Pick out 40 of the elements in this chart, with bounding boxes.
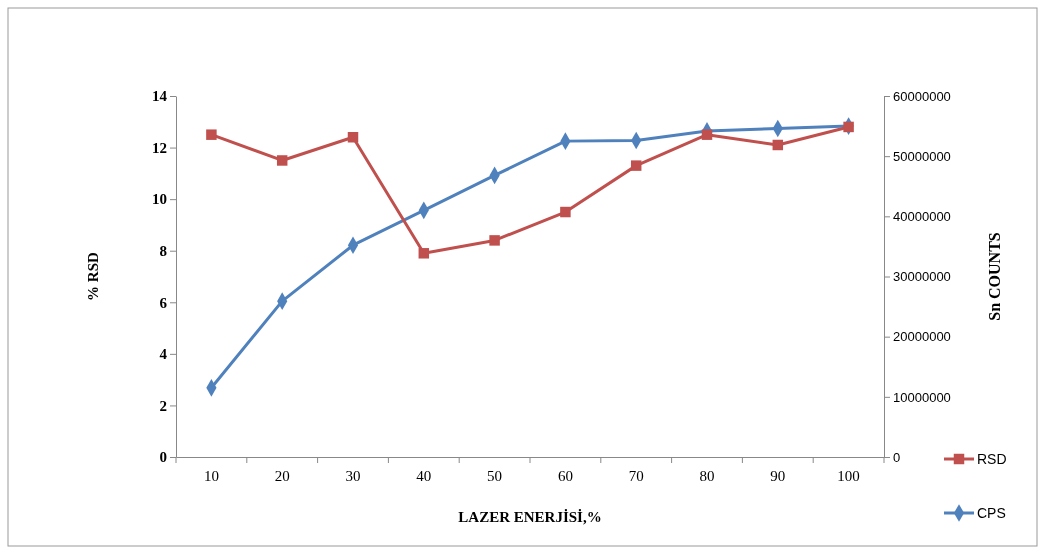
y2-tick-label: 30000000 (893, 269, 951, 285)
point (843, 121, 854, 133)
point (206, 129, 217, 140)
y-tick-label: 12 (152, 139, 167, 156)
point (489, 235, 500, 246)
y-tick-label: 6 (159, 294, 168, 311)
y2-tick-label: 0 (893, 449, 901, 465)
y2-axis-title: Sn COUNTS (986, 232, 1003, 321)
x-tick-label: 70 (628, 468, 644, 484)
y-tick-label: 0 (159, 449, 167, 466)
y2-tick-label: 50000000 (893, 148, 951, 164)
x-tick-label: 90 (770, 468, 786, 484)
y2-tick-label: 10000000 (893, 389, 951, 405)
y-tick-label: 10 (152, 191, 167, 208)
y-tick-label: 8 (159, 243, 167, 260)
point (418, 248, 430, 259)
y2-tick-label: 60000000 (893, 88, 951, 104)
y2-tick-label: 40000000 (893, 208, 951, 224)
x-tick-label: 10 (203, 468, 219, 484)
point (701, 129, 713, 140)
y-tick-label: 4 (159, 346, 168, 363)
y-axis-title: % RSD (85, 251, 101, 301)
point (347, 132, 359, 143)
x-axis-title: LAZER ENERJİSİ,% (458, 509, 602, 525)
point (630, 160, 642, 171)
x-tick-label: 30 (345, 468, 361, 484)
point (560, 206, 571, 218)
x-tick-label: 100 (837, 468, 860, 484)
x-tick-label: 60 (557, 468, 573, 484)
x-tick-label: 20 (274, 468, 290, 484)
point (276, 155, 288, 166)
legend-label: CPS (977, 505, 1006, 521)
x-tick-label: 40 (416, 468, 432, 484)
y-tick-label: 2 (159, 397, 167, 414)
point (772, 139, 784, 151)
x-tick-label: 80 (699, 468, 715, 484)
y-tick-label: 14 (152, 88, 168, 105)
legend-label: RSD (977, 451, 1007, 467)
y2-tick-label: 20000000 (893, 329, 951, 345)
x-tick-label: 50 (487, 468, 503, 484)
